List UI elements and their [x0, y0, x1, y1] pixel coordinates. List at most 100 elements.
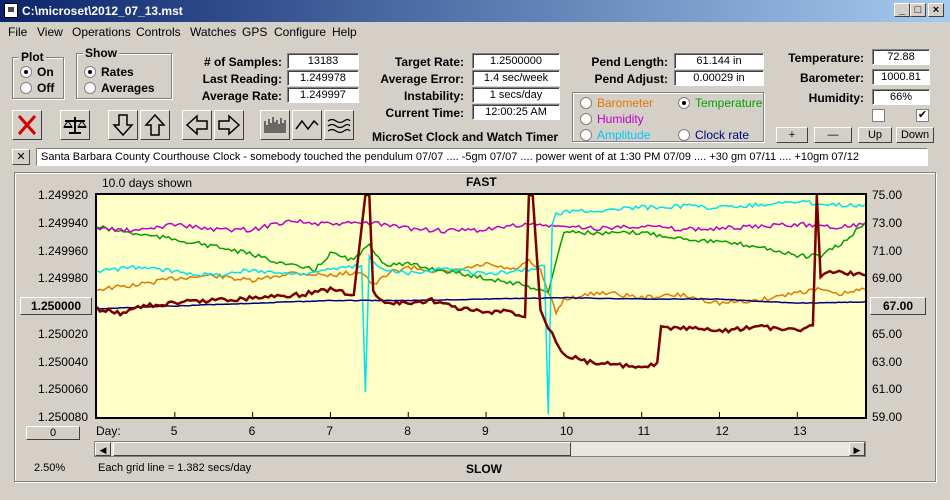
rate-offset-button[interactable]: 1.250000: [20, 297, 92, 315]
arrow-down-icon: [112, 114, 134, 137]
balance-button[interactable]: [60, 110, 90, 140]
grid-note-label: Each grid line = 1.382 secs/day: [98, 462, 252, 474]
sensor-barometer-radio[interactable]: Barometer: [580, 96, 653, 110]
plot-group-label: Plot: [19, 50, 46, 64]
radio-dot: [20, 82, 32, 94]
series-line-5: [97, 195, 865, 370]
menu-view[interactable]: View: [37, 25, 63, 39]
temp-offset-button[interactable]: 67.00: [870, 297, 926, 315]
menu-bar: File View Operations Controls Watches GP…: [0, 22, 950, 42]
sensor-clock-rate-radio[interactable]: Clock rate: [678, 128, 749, 142]
plot-area[interactable]: [95, 193, 867, 419]
plot-on-radio[interactable]: On: [20, 65, 54, 79]
pend-adjust-label: Pend Adjust:: [594, 72, 668, 86]
x-icon: [17, 115, 37, 135]
show-group: Show: [76, 46, 172, 99]
slow-label: SLOW: [466, 462, 502, 476]
current-time-label: Current Time:: [385, 106, 464, 120]
radio-dot: [580, 113, 592, 125]
x-tick-label: 6: [248, 424, 256, 438]
checkbox-1[interactable]: [872, 109, 885, 122]
arrow-right-button[interactable]: [214, 110, 244, 140]
target-rate-value[interactable]: 1.2500000: [472, 53, 560, 69]
minus-button[interactable]: —: [814, 127, 852, 143]
checkbox-2[interactable]: ✔: [916, 109, 929, 122]
humidity-value: 66%: [872, 89, 930, 105]
clear-notes-button[interactable]: ✕: [12, 149, 30, 165]
y-right-tick: 75.00: [872, 188, 903, 202]
stop-button[interactable]: [12, 110, 42, 140]
samples-label: # of Samples:: [203, 55, 282, 69]
scroll-thumb[interactable]: [113, 442, 571, 456]
zoom-label: 2.50%: [34, 462, 66, 474]
day-axis-label: Day:: [96, 424, 121, 438]
menu-controls[interactable]: Controls: [136, 25, 181, 39]
pend-length-label: Pend Length:: [591, 55, 668, 69]
current-time-value: 12:00:25 AM: [472, 104, 560, 120]
sensor-temperature-radio[interactable]: Temperature: [678, 96, 762, 110]
radio-dot: [84, 82, 96, 94]
y-right-tick: 61.00: [872, 382, 903, 397]
bars-icon: [264, 117, 286, 133]
scale-icon: [63, 117, 87, 134]
y-left-tick: 1.250060: [37, 382, 88, 397]
maximize-button[interactable]: □: [910, 3, 926, 17]
series-line-3: [97, 199, 865, 415]
y-right-tick: 65.00: [872, 326, 903, 341]
show-group-label: Show: [83, 46, 119, 60]
line-chart-button[interactable]: [292, 110, 322, 140]
arrow-left-icon: [185, 114, 208, 136]
x-tick-label: 11: [637, 424, 651, 438]
x-tick-label: 9: [482, 424, 489, 438]
line-wave-icon: [295, 119, 319, 131]
radio-dot: [84, 66, 96, 78]
notes-field[interactable]: Santa Barbara County Courthouse Clock - …: [36, 148, 928, 166]
instability-value: 1 secs/day: [472, 87, 560, 103]
down-button[interactable]: Down: [896, 127, 934, 143]
sensor-humidity-radio[interactable]: Humidity: [580, 112, 644, 126]
chart-lines: [97, 195, 865, 417]
target-rate-label: Target Rate:: [394, 55, 464, 69]
show-averages-radio[interactable]: Averages: [84, 81, 155, 95]
minimize-button[interactable]: _: [894, 3, 910, 17]
arrow-down-button[interactable]: [108, 110, 138, 140]
series-line-0: [97, 258, 865, 316]
menu-gps[interactable]: GPS: [242, 25, 268, 39]
day-offset-button[interactable]: 0: [26, 426, 80, 440]
average-error-label: Average Error:: [380, 72, 464, 86]
menu-help[interactable]: Help: [332, 25, 357, 39]
radio-dot: [580, 129, 592, 141]
up-button[interactable]: Up: [858, 127, 892, 143]
barometer-value: 1000.81: [872, 69, 930, 85]
bar-chart-button[interactable]: [260, 110, 290, 140]
menu-configure[interactable]: Configure: [274, 25, 327, 39]
window-title: C:\microset\2012_07_13.mst: [22, 4, 183, 18]
scroll-left-icon[interactable]: ◀: [95, 442, 111, 456]
pend-length-value[interactable]: 61.144 in: [674, 53, 764, 69]
arrow-up-icon: [144, 113, 166, 136]
arrow-right-icon: [218, 114, 241, 136]
temperature-label: Temperature:: [788, 51, 864, 65]
radio-dot: [580, 97, 592, 109]
menu-operations[interactable]: Operations: [72, 25, 131, 39]
average-error-value: 1.4 sec/week: [472, 70, 560, 86]
horizontal-scrollbar[interactable]: ◀ ▶: [94, 441, 866, 457]
scroll-right-icon[interactable]: ▶: [849, 442, 865, 456]
plus-button[interactable]: +: [776, 127, 808, 143]
show-rates-radio[interactable]: Rates: [84, 65, 134, 79]
radio-dot: [20, 66, 32, 78]
plot-off-radio[interactable]: Off: [20, 81, 54, 95]
radio-dot: [678, 129, 690, 141]
sensor-amplitude-radio[interactable]: Amplitude: [580, 128, 650, 142]
series-line-4: [97, 296, 865, 310]
arrow-left-button[interactable]: [182, 110, 212, 140]
arrow-up-button[interactable]: [140, 110, 170, 140]
y-left-tick: 1.249920: [37, 188, 88, 202]
close-window-button[interactable]: ×: [928, 3, 944, 17]
smooth-chart-button[interactable]: [324, 110, 354, 140]
menu-watches[interactable]: Watches: [190, 25, 237, 39]
menu-file[interactable]: File: [8, 25, 28, 39]
sensor-select-group: [572, 92, 764, 142]
y-right-tick: 63.00: [872, 354, 903, 369]
fast-label: FAST: [466, 175, 497, 189]
